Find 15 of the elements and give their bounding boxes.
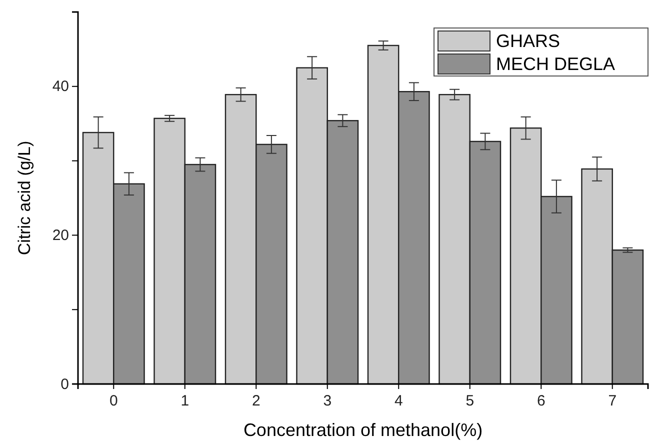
- x-tick-label: 6: [536, 392, 546, 410]
- x-tick-label: 3: [323, 392, 332, 410]
- x-axis-title: Concentration of methanol(%): [243, 420, 483, 440]
- x-tick-label: 1: [180, 392, 190, 410]
- x-tick-label: 5: [466, 392, 474, 410]
- x-tick-label: 0: [109, 392, 118, 410]
- y-axis-title: Citric acid (g/L): [15, 140, 34, 256]
- y-tick-label: 20: [52, 227, 69, 244]
- y-tick-label: 0: [60, 376, 69, 393]
- x-tick-label: 4: [394, 392, 403, 410]
- y-tick-label: 40: [52, 78, 69, 96]
- x-tick-label: 2: [252, 392, 260, 410]
- legend-label: GHARS: [496, 31, 560, 51]
- x-tick-label: 7: [608, 392, 617, 410]
- legend-label: MECH DEGLA: [496, 54, 616, 74]
